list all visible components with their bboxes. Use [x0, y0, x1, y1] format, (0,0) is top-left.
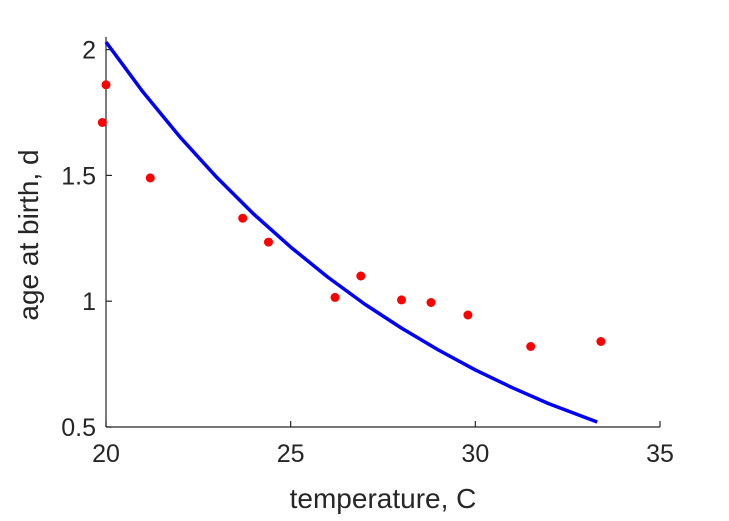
data-point [463, 310, 473, 320]
x-tick-label: 35 [646, 440, 674, 468]
y-tick-label: 1 [82, 288, 96, 316]
data-point [596, 337, 606, 346]
x-axis-label: temperature, C [290, 483, 477, 514]
data-point [238, 213, 248, 223]
x-tick-label: 20 [92, 440, 120, 468]
y-tick-label: 2 [82, 37, 96, 65]
fit-curve-line [104, 40, 598, 424]
ticks: 20 25 30 35 0.5 1 1.5 2 [61, 37, 674, 468]
y-tick-label: 0.5 [61, 414, 96, 442]
data-point [330, 292, 340, 302]
data-point [397, 295, 406, 305]
data-point [526, 342, 536, 351]
series [97, 40, 606, 424]
data-point [426, 298, 436, 307]
data-point [356, 271, 366, 281]
data-point [97, 118, 107, 127]
x-tick-label: 25 [277, 440, 305, 468]
axes [105, 37, 660, 428]
data-point [264, 237, 273, 247]
data-point [145, 173, 155, 183]
data-point [101, 80, 111, 90]
x-tick-label: 30 [461, 440, 489, 468]
y-axis-label: age at birth, d [13, 149, 44, 320]
y-tick-label: 1.5 [61, 162, 96, 190]
